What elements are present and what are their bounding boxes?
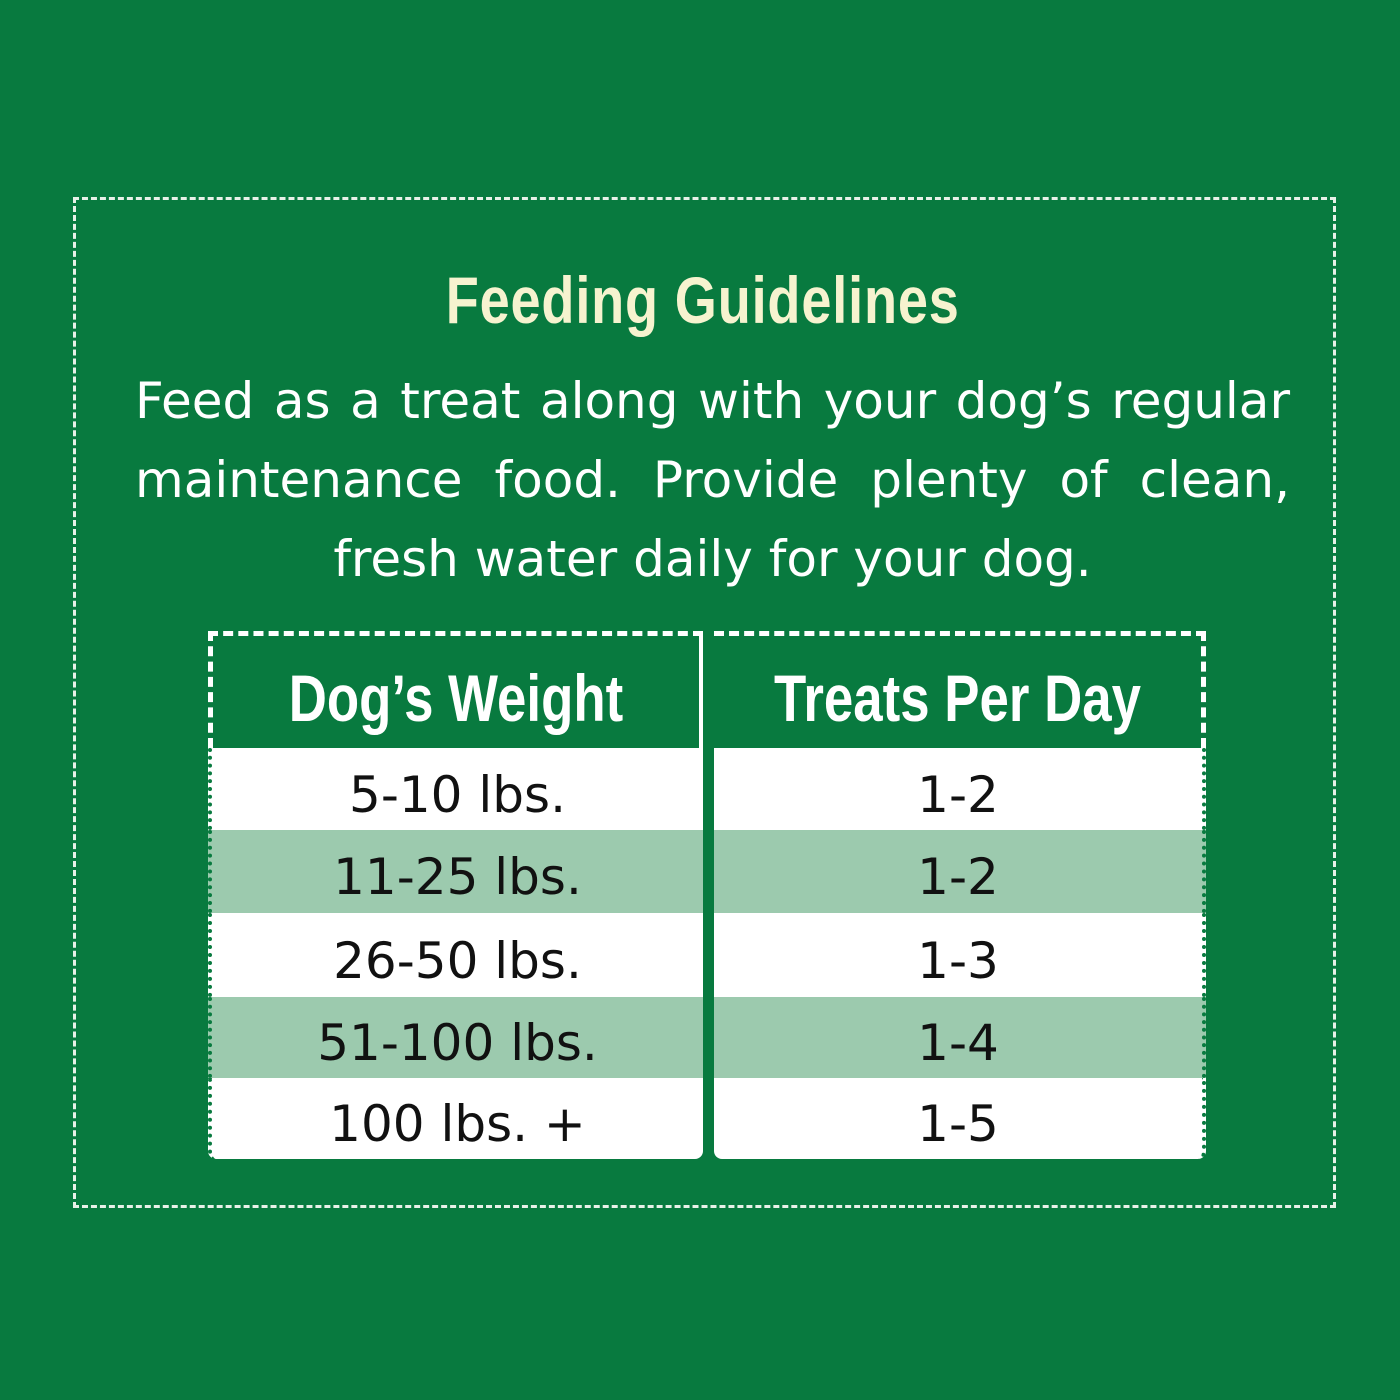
page-title: Feeding Guidelines <box>445 263 960 337</box>
intro-text: Feed as a treat along with your dog’s re… <box>135 362 1290 599</box>
treats-column: Treats Per Day 1-2 1-2 1-3 1-4 1-5 <box>714 631 1206 1159</box>
intro-line: maintenance food. Provide plenty of clea… <box>135 451 1290 509</box>
table-cell: 1-4 <box>714 997 1206 1078</box>
dashed-frame <box>73 197 1336 1208</box>
table-cell: 1-3 <box>714 913 1206 997</box>
intro-line: Feed as a treat along with your dog’s re… <box>135 372 1290 430</box>
intro-line: fresh water daily for your dog. <box>333 530 1092 588</box>
table-cell: 1-2 <box>714 748 1206 830</box>
table-cell: 5-10 lbs. <box>208 748 703 830</box>
table-cell: 1-2 <box>714 830 1206 913</box>
weight-column: Dog’s Weight 5-10 lbs. 11-25 lbs. 26-50 … <box>208 631 703 1159</box>
feeding-table: Dog’s Weight 5-10 lbs. 11-25 lbs. 26-50 … <box>208 631 1206 1159</box>
header-treats: Treats Per Day <box>774 661 1141 735</box>
table-header-cell: Dog’s Weight <box>208 631 703 748</box>
table-cell: 100 lbs. + <box>208 1078 703 1159</box>
table-cell: 1-5 <box>714 1078 1206 1159</box>
column-divider <box>703 748 714 1159</box>
table-cell: 51-100 lbs. <box>208 997 703 1078</box>
header-weight: Dog’s Weight <box>288 661 624 735</box>
table-header-cell: Treats Per Day <box>714 631 1206 748</box>
table-cell: 11-25 lbs. <box>208 830 703 913</box>
table-cell: 26-50 lbs. <box>208 913 703 997</box>
